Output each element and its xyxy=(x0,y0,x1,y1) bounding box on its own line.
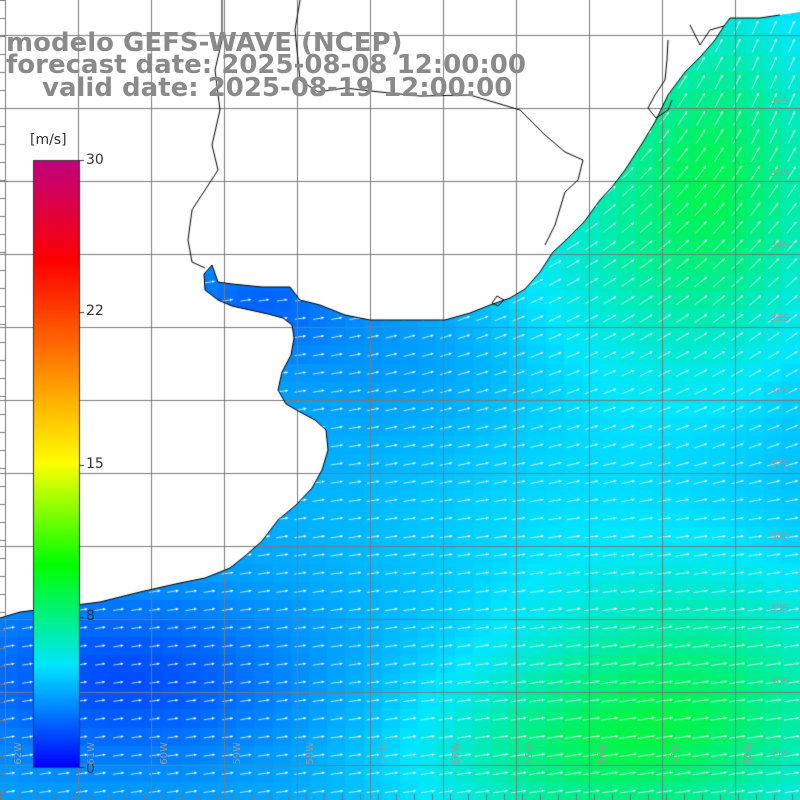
lon-label: 60W xyxy=(159,742,170,765)
lat-label: 39S xyxy=(770,603,790,614)
lon-label: 56W xyxy=(451,742,462,765)
lat-label: 34S xyxy=(770,240,790,251)
colorbar-unit-label: [m/s] xyxy=(30,132,67,148)
colorbar-tick-30: 30 xyxy=(86,152,104,168)
lon-label: 59W xyxy=(232,742,243,765)
colorbar-tick-8: 8 xyxy=(86,608,95,624)
lat-label: 37S xyxy=(770,459,790,470)
lat-label: 35S xyxy=(770,313,790,324)
colorbar-tick-22: 22 xyxy=(86,303,104,319)
forecast-date: forecast date: 2025-08-08 12:00:00 xyxy=(6,50,526,80)
model-title: modelo GEFS-WAVE (NCEP) xyxy=(6,28,403,58)
colorbar-tick-15: 15 xyxy=(86,456,104,472)
lat-label: 41S xyxy=(770,748,790,759)
lat-label: 40S xyxy=(770,676,790,687)
lat-label: 36S xyxy=(770,386,790,397)
lon-label: 52W xyxy=(743,742,754,765)
lat-label: 32S xyxy=(770,96,790,107)
colorbar-tick-0: 0 xyxy=(86,761,95,777)
lon-label: 54W xyxy=(597,742,608,765)
lon-label: 53W xyxy=(670,742,681,765)
lat-label: 33S xyxy=(770,168,790,179)
lon-label: 57W xyxy=(378,742,389,765)
lon-label: 61W xyxy=(86,742,97,765)
lon-label: 58W xyxy=(305,742,316,765)
lon-label: 62W xyxy=(13,742,24,765)
lat-label: 38S xyxy=(770,531,790,542)
lon-label: 55W xyxy=(524,742,535,765)
valid-date: valid date: 2025-08-19 12:00:00 xyxy=(42,73,513,103)
